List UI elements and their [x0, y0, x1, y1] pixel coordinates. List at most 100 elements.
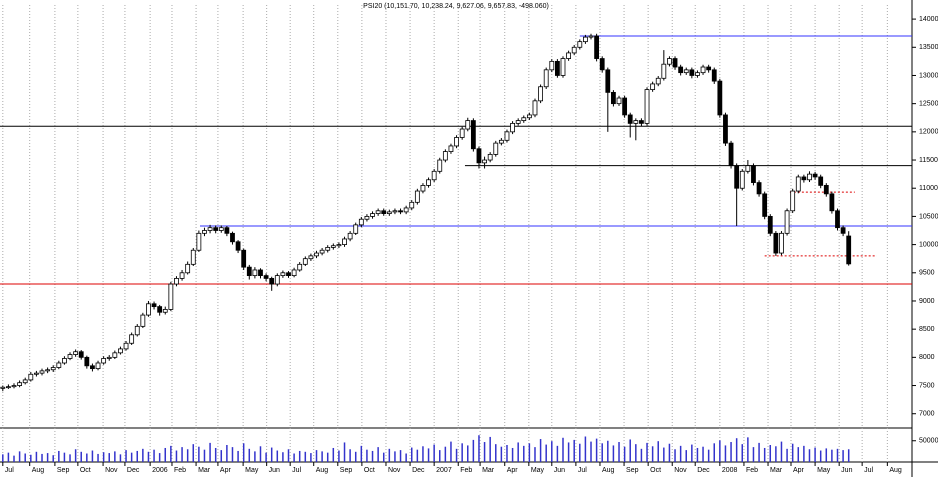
chart-title: PSI20 (10,151.70, 10,238.24, 9,627.06, 9… [363, 3, 549, 10]
x-tick-label: May [531, 467, 545, 474]
x-tick-label: May [245, 467, 259, 474]
candle-body [554, 60, 560, 76]
x-tick-label: Jun [269, 467, 280, 474]
candle-body [62, 358, 67, 364]
candle-body [801, 176, 807, 181]
volume-bar [842, 450, 844, 462]
candle-body [129, 334, 135, 344]
candle-body [398, 210, 403, 213]
volume-bar [433, 444, 435, 462]
volume-bar [595, 438, 598, 462]
volume-bar [556, 445, 559, 462]
candle-body [353, 224, 359, 234]
candle-body [386, 211, 392, 214]
volume-bar [287, 449, 290, 462]
volume-bar [91, 450, 94, 462]
y-tick-label: 10000 [919, 241, 938, 248]
candle-body [605, 69, 611, 93]
x-tick-label: Oct [80, 467, 91, 474]
volume-bar [282, 452, 284, 462]
candle-body [330, 245, 336, 248]
volume-bar [170, 445, 172, 462]
candle-body [101, 358, 107, 364]
candle-body [538, 86, 543, 102]
candle-body [314, 252, 319, 257]
volume-bar [567, 442, 570, 462]
candle-body [123, 342, 129, 350]
volume-bar [422, 446, 424, 462]
volume-bar [209, 442, 211, 462]
volume-bar [719, 440, 721, 462]
volume-bar [2, 454, 4, 462]
candle-body [448, 145, 454, 152]
volume-bar [803, 445, 805, 462]
volume-bar [231, 447, 234, 462]
y-tick-label: 11500 [919, 157, 938, 164]
volume-bar [254, 451, 256, 462]
volume-bar [511, 447, 514, 462]
candle-body [218, 227, 224, 231]
volume-bar [63, 452, 66, 462]
candle-body [112, 352, 118, 358]
volume-bar [102, 452, 105, 462]
volume-bar [640, 448, 643, 462]
volume-bar [410, 447, 413, 462]
volume-bar [248, 448, 251, 462]
candle-body [213, 227, 219, 231]
candle-body [308, 255, 314, 260]
candle-body [426, 179, 431, 186]
candle-body [571, 46, 577, 54]
volume-bar [242, 443, 245, 462]
volume-bar [584, 436, 587, 462]
volume-bar [315, 450, 318, 462]
volume-bar [517, 442, 519, 462]
candle-body [549, 60, 555, 71]
volume-bar [293, 453, 295, 462]
volume-bar [214, 447, 217, 462]
x-tick-label: Feb [174, 467, 186, 474]
volume-bar [461, 443, 463, 462]
volume-bar [153, 449, 155, 462]
volume-bar [769, 445, 772, 462]
candle-body [17, 382, 23, 386]
volume-bar [259, 446, 262, 462]
candle-body [106, 356, 112, 359]
candle-body [78, 351, 84, 358]
candle-body [431, 170, 437, 181]
candle-body [543, 69, 549, 88]
candle-body [846, 235, 852, 265]
x-tick-label: Jun [841, 467, 852, 474]
x-tick-label: Jul [578, 467, 587, 474]
volume-bar [663, 447, 665, 462]
volume-bar [399, 450, 402, 462]
y-tick-label: 13500 [919, 44, 938, 51]
candle-body [683, 69, 689, 74]
x-tick-label: Dec [697, 467, 710, 474]
candle-body [420, 185, 426, 192]
volume-bar [142, 448, 144, 462]
volume-bar [724, 445, 727, 462]
volume-bar [618, 442, 620, 462]
candle-body [756, 182, 762, 195]
volume-bar [181, 447, 183, 462]
x-tick-label: Sep [57, 467, 70, 474]
volume-bar [707, 449, 710, 462]
candle-body [498, 139, 504, 144]
y-tick-label: 12500 [919, 101, 938, 108]
candle-body [818, 176, 824, 186]
volume-bar [439, 450, 441, 462]
x-tick-label: Nov [388, 467, 401, 474]
volume-bar [416, 449, 419, 462]
volume-bar [758, 442, 760, 462]
candle-body [392, 210, 398, 213]
candle-body [84, 356, 90, 367]
candle-body [196, 232, 202, 251]
candle-body [185, 263, 191, 274]
x-tick-label: Jul [5, 467, 14, 474]
candle-body [364, 216, 370, 220]
candle-body [717, 80, 723, 116]
candle-body [22, 379, 28, 384]
volume-bar [539, 439, 542, 462]
volume-bar [321, 451, 323, 462]
candle-body [90, 365, 95, 370]
